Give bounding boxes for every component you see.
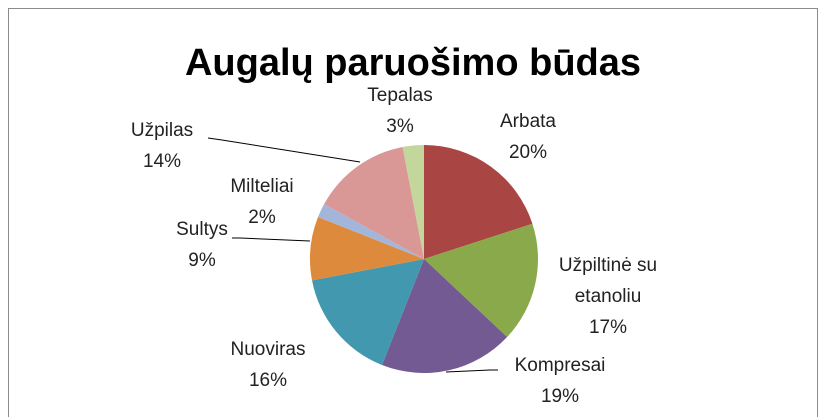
value-label: 20%: [508, 142, 548, 163]
pie-slice: [402, 145, 424, 259]
category-label: Kompresai: [514, 355, 606, 376]
pie-slice: [312, 259, 424, 365]
pie-slice: [324, 147, 424, 259]
value-label: 17%: [588, 317, 628, 338]
leader-line: [232, 237, 311, 242]
leader-line: [445, 369, 498, 373]
category-label: Arbata: [500, 111, 556, 132]
pie-slice: [310, 217, 424, 281]
category-label: Tepalas: [367, 85, 433, 106]
data-label: Užpiltinė su etanoliu 17%: [543, 250, 673, 343]
pie: [310, 145, 538, 373]
pie-slice: [382, 259, 508, 373]
leader-line: [207, 137, 361, 163]
data-label: Sultys 9%: [127, 214, 277, 276]
data-label: Užpilas 14%: [87, 115, 237, 177]
value-label: 14%: [142, 151, 182, 172]
value-label: 3%: [386, 116, 414, 137]
data-label: Arbata 20%: [453, 106, 603, 168]
chart-title: Augalų paruošimo būdas: [184, 42, 642, 84]
category-label: Užpiltinė su etanoliu: [558, 255, 658, 307]
data-label: Tepalas 3%: [325, 80, 475, 142]
data-label: Milteliai 2%: [187, 171, 337, 233]
value-label: 19%: [540, 386, 580, 407]
pie-slice: [318, 204, 424, 259]
pie-slice: [424, 145, 533, 259]
category-label: Užpilas: [130, 120, 194, 141]
value-label: 16%: [248, 370, 288, 391]
value-label: 2%: [248, 207, 276, 228]
category-label: Sultys: [176, 219, 228, 240]
category-label: Nuoviras: [230, 339, 306, 360]
data-label: Kompresai 19%: [485, 350, 635, 412]
pie-slice: [424, 223, 538, 338]
value-label: 9%: [188, 250, 216, 271]
data-label: Nuoviras 16%: [193, 334, 343, 396]
category-label: Milteliai: [230, 176, 294, 197]
